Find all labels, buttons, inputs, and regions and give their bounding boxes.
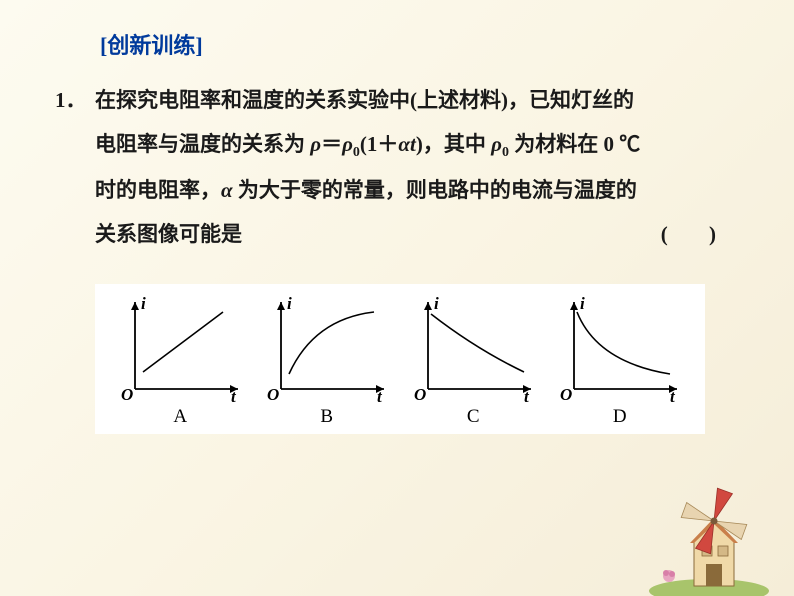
graph-b: i O t B [259,294,394,428]
curve-c [431,314,524,372]
y-axis-label: i [141,294,146,313]
svg-text:O: O [560,385,572,404]
answer-blank: ( ) [661,212,734,256]
label-d: D [552,406,687,428]
chart-b-svg: i O t [259,294,394,404]
section-header: [创新训练] [100,28,734,60]
curve-a [143,312,223,372]
graph-a: i O t A [113,294,248,428]
chart-d-svg: i O t [552,294,687,404]
graphs-container: i O t A i O t B [95,284,705,434]
svg-text:i: i [287,294,292,313]
text-line-1: 在探究电阻率和温度的关系实验中(上述材料)，已知灯丝的 [95,78,734,122]
svg-text:i: i [580,294,585,313]
graph-d: i O t D [552,294,687,428]
svg-text:O: O [414,385,426,404]
question-block: 1． 在探究电阻率和温度的关系实验中(上述材料)，已知灯丝的 电阻率与温度的关系… [55,78,734,256]
label-b: B [259,406,394,428]
curve-b [289,312,374,374]
label-a: A [113,406,248,428]
windmill-decoration [644,476,774,596]
origin-label: O [121,385,133,404]
chart-c-svg: i O t [406,294,541,404]
chart-a-svg: i O t [113,294,248,404]
text-line-3: 时的电阻率，α 为大于零的常量，则电路中的电流与温度的 [95,168,734,212]
question-text: 在探究电阻率和温度的关系实验中(上述材料)，已知灯丝的 电阻率与温度的关系为 ρ… [95,78,734,256]
graph-c: i O t C [406,294,541,428]
text-line-4: 关系图像可能是 ( ) [95,212,734,256]
curve-d [577,312,670,374]
question-number: 1． [55,78,95,122]
label-c: C [406,406,541,428]
text-line-2: 电阻率与温度的关系为 ρ＝ρ0(1＋αt)，其中 ρ0 为材料在 0 ℃ [95,122,734,168]
svg-text:O: O [267,385,279,404]
svg-text:i: i [434,294,439,313]
